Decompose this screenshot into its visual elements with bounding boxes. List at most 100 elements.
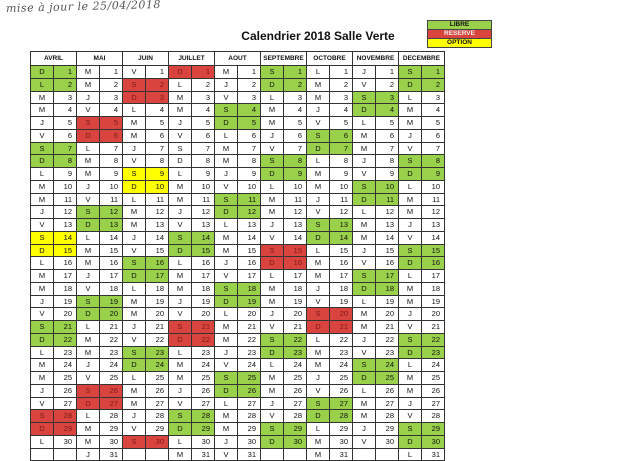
day-letter-cell: V: [398, 230, 422, 245]
day-letter-cell: M: [306, 358, 330, 372]
day-number-cell: 27: [53, 396, 77, 411]
day-number-cell: 4: [145, 103, 169, 117]
day-letter-cell: D: [306, 409, 330, 423]
day-letter-cell: M: [30, 358, 54, 372]
day-number-cell: 4: [375, 103, 399, 117]
day-number-cell: 11: [237, 192, 261, 207]
day-letter-cell: D: [214, 294, 238, 309]
day-letter-cell: D: [76, 396, 100, 411]
day-letter-cell: J: [352, 65, 376, 79]
day-number-cell: 1: [99, 65, 123, 79]
day-number-cell: 6: [237, 128, 261, 143]
day-number-cell: 27: [283, 396, 307, 411]
day-letter-cell: M: [352, 141, 376, 156]
day-number-cell: 9: [329, 167, 353, 181]
day-letter-cell: S: [122, 77, 146, 92]
day-letter-cell: S: [214, 371, 238, 385]
day-number-cell: 23: [329, 345, 353, 360]
day-number-cell: 9: [99, 167, 123, 181]
day-letter-cell: J: [122, 230, 146, 245]
day-number-cell: 16: [375, 256, 399, 270]
day-row: M 11 V 11 L 11 M 11 S 11 M 11 J 11 D 11 M 11: [30, 192, 445, 207]
day-letter-cell: L: [306, 65, 330, 79]
day-letter-cell: L: [76, 320, 100, 334]
day-letter-cell: V: [398, 141, 422, 156]
day-number-cell: 23: [99, 345, 123, 360]
page-title: Calendrier 2018 Salle Verte: [241, 29, 395, 43]
day-letter-cell: M: [306, 345, 330, 360]
day-number-cell: 5: [53, 116, 77, 130]
day-number-cell: 24: [191, 358, 215, 372]
day-letter-cell: D: [122, 179, 146, 194]
day-letter-cell: V: [260, 320, 284, 334]
day-letter-cell: D: [398, 256, 422, 270]
day-letter-cell: S: [30, 409, 54, 423]
day-number-cell: 30: [145, 434, 169, 449]
month-header: OCTOBRE: [306, 51, 353, 66]
day-number-cell: 2: [421, 77, 445, 92]
day-letter-cell: M: [260, 205, 284, 219]
day-number-cell: 14: [99, 230, 123, 245]
day-number-cell: 28: [53, 409, 77, 423]
day-letter-cell: S: [168, 320, 192, 334]
day-letter-cell: M: [398, 205, 422, 219]
day-letter-cell: J: [352, 243, 376, 258]
day-letter-cell: D: [122, 269, 146, 283]
day-row: V 27 D 27 M 27 V 27 L 27 J 27 S 27 M 27 J 27: [30, 396, 445, 411]
day-letter-cell: M: [214, 332, 238, 347]
day-number-cell: 22: [53, 332, 77, 347]
day-letter-cell: D: [398, 77, 422, 92]
day-letter-cell: J: [76, 179, 100, 194]
day-letter-cell: S: [76, 116, 100, 130]
day-letter-cell: L: [306, 422, 330, 436]
day-number-cell: 14: [237, 230, 261, 245]
day-letter-cell: S: [122, 434, 146, 449]
day-number-cell: 12: [283, 205, 307, 219]
day-number-cell: 29: [145, 422, 169, 436]
month-header: JUIN: [122, 51, 169, 66]
day-number-cell: 9: [53, 167, 77, 181]
day-number-cell: 17: [421, 269, 445, 283]
day-number-cell: 19: [421, 294, 445, 309]
day-number-cell: 16: [329, 256, 353, 270]
day-letter-cell: L: [122, 192, 146, 207]
day-number-cell: 8: [283, 154, 307, 168]
day-number-cell: 15: [99, 243, 123, 258]
day-number-cell: 26: [329, 383, 353, 398]
day-letter-cell: L: [168, 256, 192, 270]
day-letter-cell: S: [306, 218, 330, 232]
day-row: M 10 J 10 D 10 M 10 V 10 L 10 M 10 S 10 L 10: [30, 179, 445, 194]
day-letter-cell: V: [76, 103, 100, 117]
day-letter-cell: J: [122, 141, 146, 156]
day-number-cell: 3: [421, 90, 445, 105]
day-number-cell: 22: [191, 332, 215, 347]
day-letter-cell: L: [122, 103, 146, 117]
day-number-cell: 26: [421, 383, 445, 398]
day-number-cell: 15: [53, 243, 77, 258]
day-number-cell: 12: [375, 205, 399, 219]
day-number-cell: 29: [421, 422, 445, 436]
day-letter-cell: D: [30, 243, 54, 258]
day-letter-cell: M: [352, 409, 376, 423]
day-letter-cell: L: [352, 205, 376, 219]
day-number-cell: 25: [329, 371, 353, 385]
day-letter-cell: D: [398, 434, 422, 449]
day-letter-cell: D: [214, 116, 238, 130]
day-letter-cell: S: [260, 332, 284, 347]
day-letter-cell: V: [30, 307, 54, 321]
day-letter-cell: L: [214, 307, 238, 321]
day-letter-cell: D: [306, 141, 330, 156]
day-letter-cell: L: [214, 396, 238, 411]
day-number-cell: 22: [421, 332, 445, 347]
day-letter-cell: L: [306, 154, 330, 168]
day-number-cell: 8: [145, 154, 169, 168]
day-row: V 20 D 20 M 20 V 20 L 20 J 20 S 20 M 20 J 20: [30, 307, 445, 321]
day-letter-cell: M: [398, 294, 422, 309]
calendar-table: AVRIL MAI JUIN JUILLET AOUT SEPTEMBRE OCTOBRE N…: [30, 51, 445, 461]
day-letter-cell: J: [398, 128, 422, 143]
day-number-cell: 21: [421, 320, 445, 334]
day-number-cell: 7: [237, 141, 261, 156]
day-number-cell: 24: [421, 358, 445, 372]
day-letter-cell: M: [30, 90, 54, 105]
